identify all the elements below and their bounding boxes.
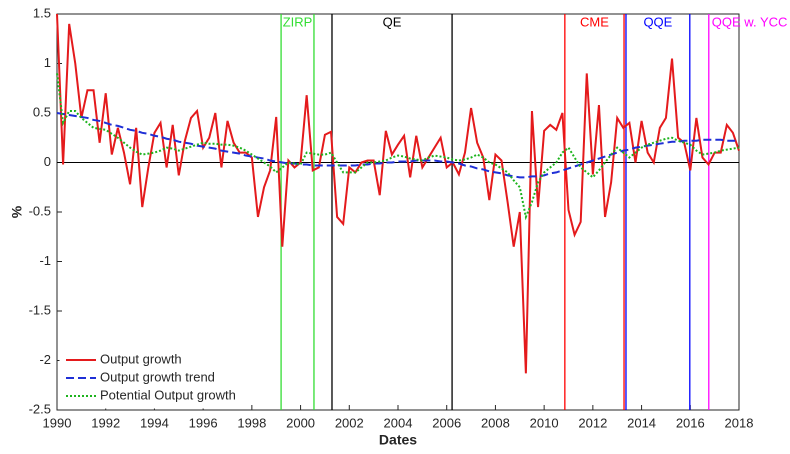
y-axis-label: % — [9, 205, 25, 218]
y-tick-label: -1.5 — [29, 302, 51, 317]
x-tick-label: 1996 — [189, 415, 218, 430]
series-line — [56, 13, 740, 374]
y-tick-label: -2.5 — [29, 401, 51, 416]
y-tick-label: 0.5 — [33, 104, 51, 119]
y-tick-label: 1 — [44, 55, 51, 70]
x-tick-label: 1998 — [237, 415, 266, 430]
x-tick-label: 2010 — [530, 415, 559, 430]
x-tick-label: 2014 — [627, 415, 656, 430]
legend-label: Output growth trend — [100, 369, 215, 384]
x-tick-label: 2004 — [384, 415, 413, 430]
legend-label: Output growth — [100, 351, 182, 366]
event-label: CME — [580, 14, 609, 29]
event-label: ZIRP — [283, 14, 313, 29]
y-tick-label: -2 — [39, 352, 51, 367]
y-tick-label: -1 — [39, 253, 51, 268]
x-tick-label: 2000 — [286, 415, 315, 430]
x-tick-label: 2008 — [481, 415, 510, 430]
y-tick-label: 1.5 — [33, 5, 51, 20]
y-tick-label: 0 — [44, 154, 51, 169]
series-line — [56, 112, 739, 179]
x-tick-label: 1994 — [140, 415, 169, 430]
x-axis-label: Dates — [379, 432, 417, 448]
x-tick-label: 1992 — [91, 415, 120, 430]
legend-label: Potential Output growth — [100, 387, 236, 402]
event-label: QQE — [643, 14, 672, 29]
x-tick-label: 2016 — [676, 415, 705, 430]
event-label: QE — [383, 14, 402, 29]
series-line — [56, 73, 740, 221]
x-tick-label: 2006 — [432, 415, 461, 430]
y-tick-label: -0.5 — [29, 203, 51, 218]
x-tick-label: 2002 — [335, 415, 364, 430]
x-tick-label: 1990 — [43, 415, 72, 430]
x-tick-label: 2018 — [725, 415, 754, 430]
x-tick-label: 2012 — [578, 415, 607, 430]
event-label: QQE w. YCC — [712, 14, 788, 29]
